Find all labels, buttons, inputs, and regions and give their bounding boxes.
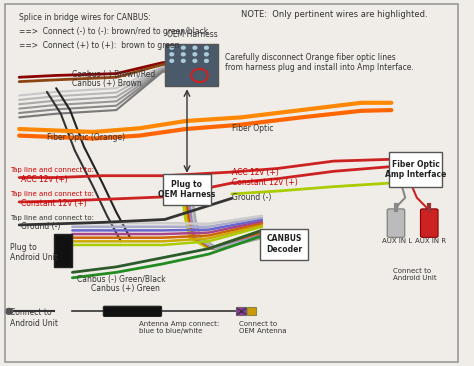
Text: ACC 12v (+): ACC 12v (+): [21, 175, 68, 184]
Circle shape: [182, 53, 185, 56]
Text: Constant 12v (+): Constant 12v (+): [21, 198, 87, 208]
Text: Canbus (+) Brown: Canbus (+) Brown: [73, 79, 142, 88]
Text: Antenna Amp connect:
blue to blue/white: Antenna Amp connect: blue to blue/white: [139, 321, 219, 333]
FancyBboxPatch shape: [420, 209, 438, 237]
Circle shape: [5, 309, 13, 314]
Text: Fiber Optic: Fiber Optic: [232, 124, 273, 133]
Text: ==>  Connect (+) to (+):  brown to green: ==> Connect (+) to (+): brown to green: [19, 41, 180, 50]
Text: Carefully disconnect Orange fiber optic lines
from harness plug and install into: Carefully disconnect Orange fiber optic …: [225, 53, 414, 72]
Text: Constant 12v (+): Constant 12v (+): [232, 179, 298, 187]
Circle shape: [170, 46, 173, 49]
Text: Canbus (+) Green: Canbus (+) Green: [91, 284, 160, 293]
FancyBboxPatch shape: [163, 174, 211, 205]
FancyBboxPatch shape: [389, 152, 442, 187]
Text: Plug to
Android Unit: Plug to Android Unit: [10, 243, 58, 262]
Text: Splice in bridge wires for CANBUS:: Splice in bridge wires for CANBUS:: [19, 14, 151, 22]
Circle shape: [193, 59, 197, 62]
Text: Connect to
OEM Antenna: Connect to OEM Antenna: [239, 321, 286, 333]
Text: NOTE:  Only pertinent wires are highlighted.: NOTE: Only pertinent wires are highlight…: [241, 10, 428, 19]
Circle shape: [205, 53, 208, 56]
Circle shape: [170, 53, 173, 56]
Text: Ground (-): Ground (-): [21, 222, 61, 231]
Text: AUX IN R: AUX IN R: [415, 238, 446, 244]
Circle shape: [205, 46, 208, 49]
Text: Connect to
Android Unit: Connect to Android Unit: [392, 268, 436, 281]
Text: OEM Harness: OEM Harness: [167, 30, 218, 39]
Text: AUX IN L: AUX IN L: [382, 238, 412, 244]
Text: Fiber Optic (Orange): Fiber Optic (Orange): [47, 133, 125, 142]
Text: Plug to
OEM Harness: Plug to OEM Harness: [158, 180, 216, 199]
Text: CANBUS
Decoder: CANBUS Decoder: [266, 234, 302, 254]
FancyBboxPatch shape: [246, 307, 256, 315]
FancyBboxPatch shape: [237, 307, 246, 315]
Text: Fiber Optic
Amp Interface: Fiber Optic Amp Interface: [385, 160, 447, 179]
Circle shape: [182, 59, 185, 62]
Text: Tap line and connect to:: Tap line and connect to:: [10, 191, 94, 197]
Circle shape: [182, 46, 185, 49]
Text: Tap line and connect to:: Tap line and connect to:: [10, 214, 94, 221]
Circle shape: [193, 53, 197, 56]
FancyBboxPatch shape: [165, 44, 218, 86]
Text: Connect to
Android Unit: Connect to Android Unit: [10, 308, 58, 328]
Circle shape: [193, 46, 197, 49]
Text: ACC 12v (+): ACC 12v (+): [232, 168, 279, 176]
Text: Canbus (-) Green/Black: Canbus (-) Green/Black: [77, 275, 165, 284]
FancyBboxPatch shape: [103, 306, 162, 317]
Text: Ground (-): Ground (-): [232, 193, 271, 202]
Text: Tap line and connect to:: Tap line and connect to:: [10, 167, 94, 173]
Circle shape: [205, 59, 208, 62]
Circle shape: [170, 59, 173, 62]
FancyBboxPatch shape: [260, 229, 308, 259]
FancyBboxPatch shape: [54, 234, 73, 267]
FancyBboxPatch shape: [387, 209, 405, 237]
Text: ==>  Connect (-) to (-): brown/red to green/black: ==> Connect (-) to (-): brown/red to gre…: [19, 27, 209, 36]
Text: Canbus (-) Brown/Red: Canbus (-) Brown/Red: [73, 70, 155, 79]
